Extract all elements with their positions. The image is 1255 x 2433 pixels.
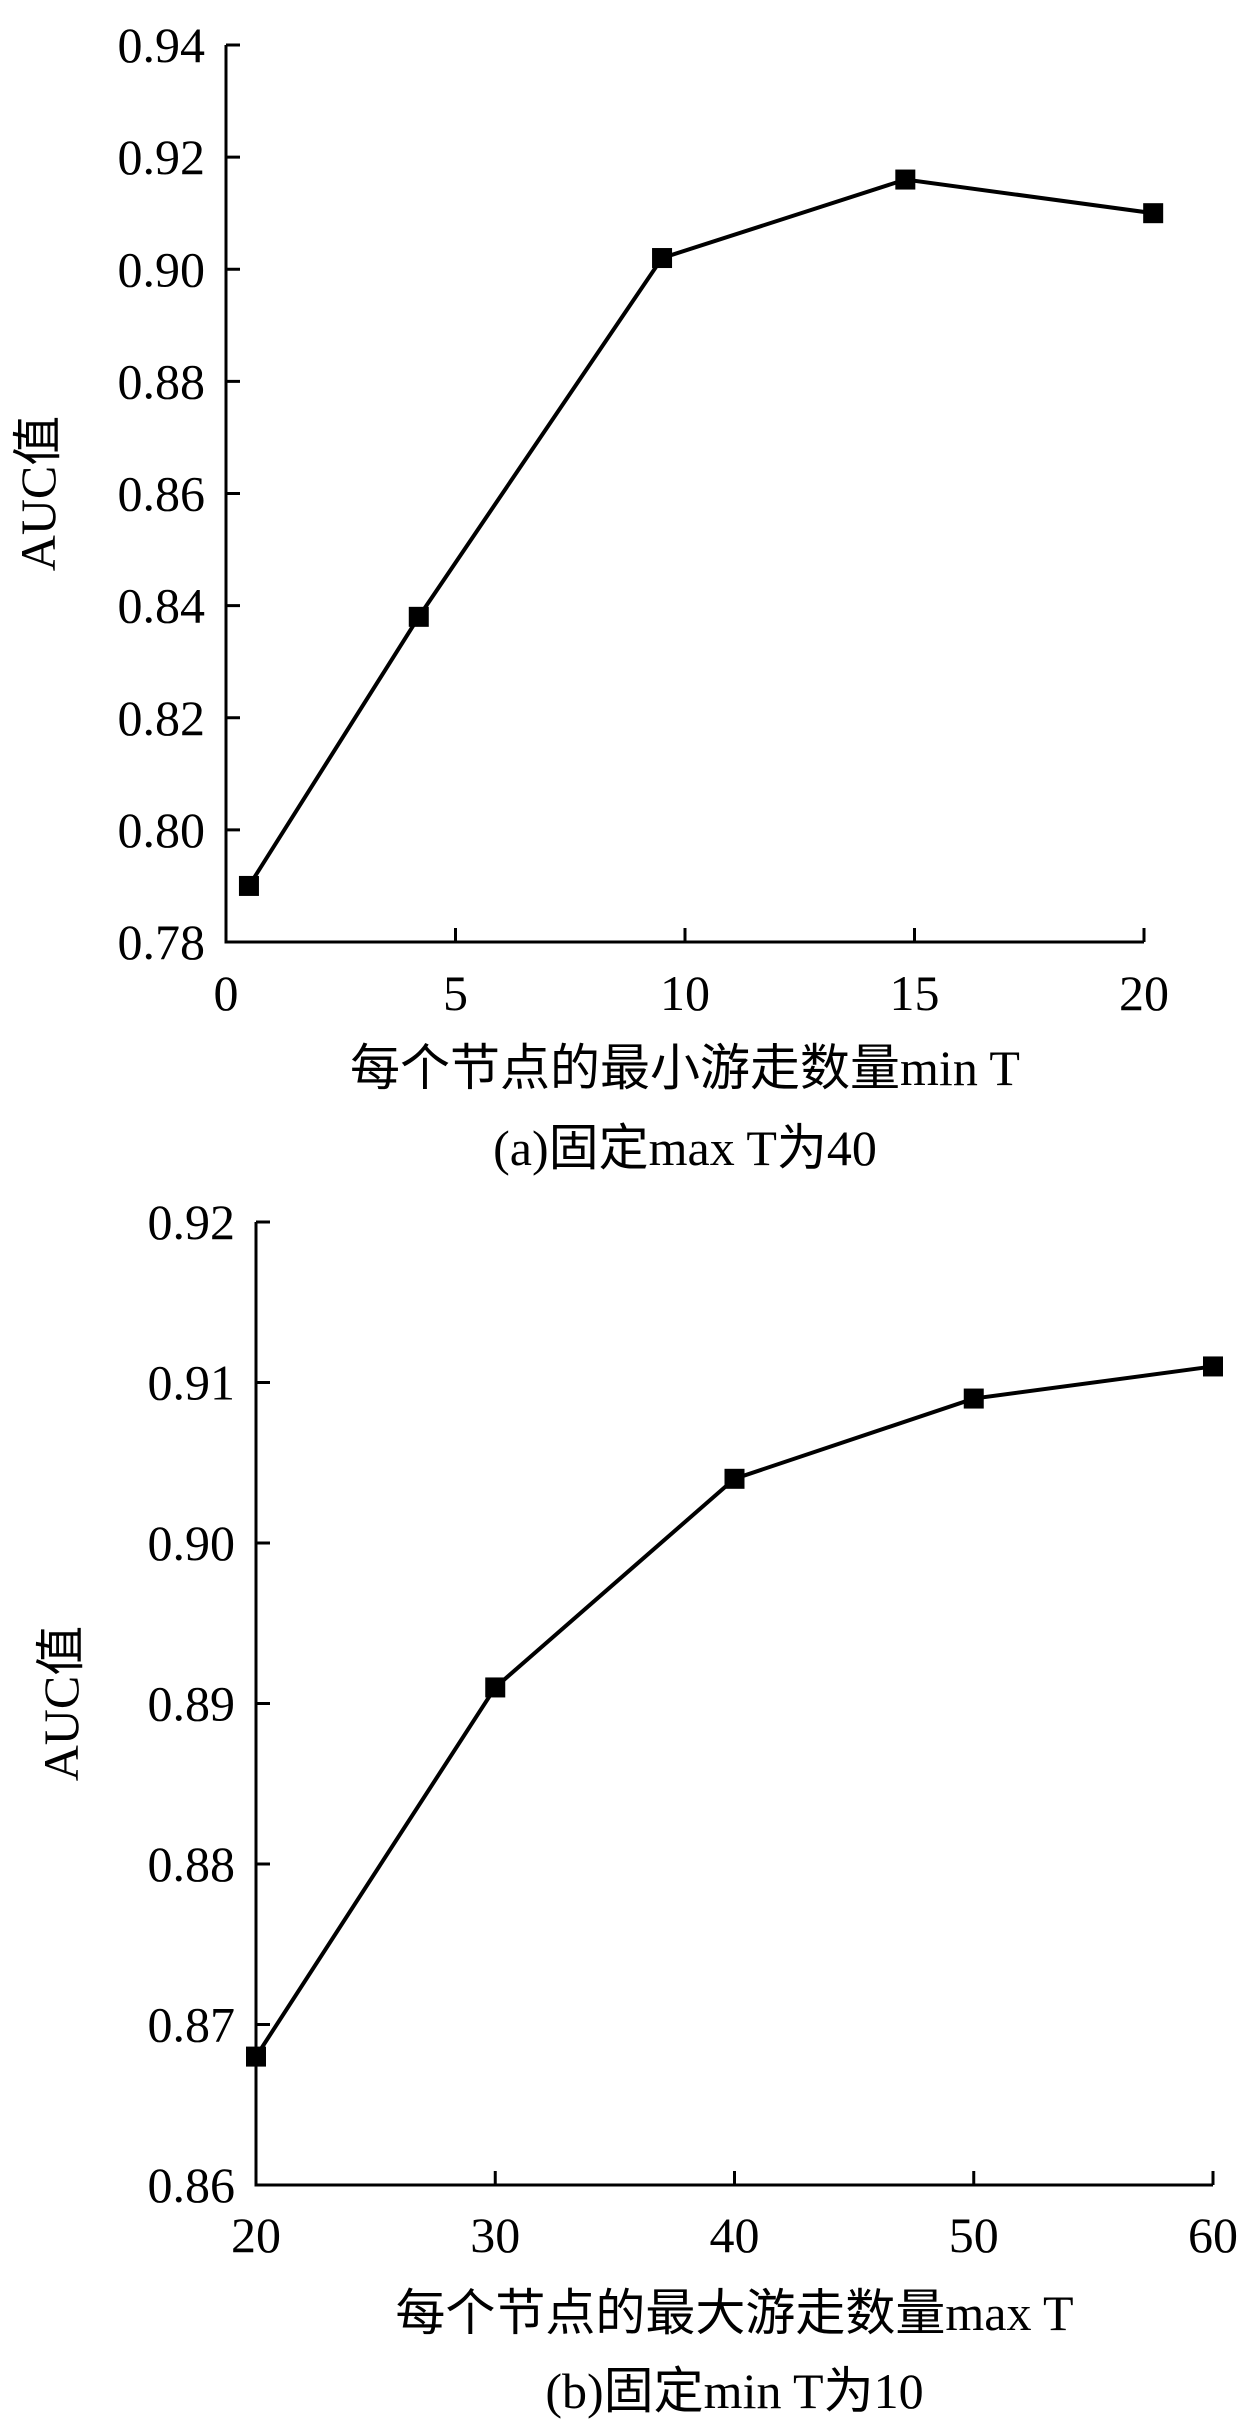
- x-tick-label-b: 50: [949, 2207, 999, 2263]
- x-tick-label-a: 10: [660, 965, 710, 1021]
- y-tick-label-b: 0.89: [148, 1676, 236, 1732]
- data-point-a: [408, 606, 429, 627]
- chart-panel-b: 0.86 0.87 0.88 0.89 0.90 0.91 0.92 20 30 40 50 60 AU…: [33, 1194, 1238, 2419]
- data-point-a: [1143, 203, 1164, 224]
- y-tick-label-a: 0.86: [118, 466, 206, 522]
- y-tick-label-a: 0.90: [118, 241, 206, 297]
- y-tick-label-a: 0.80: [118, 802, 206, 858]
- x-tick-label-a: 20: [1119, 965, 1169, 1021]
- data-point-b: [246, 2046, 266, 2067]
- y-tick-label-b: 0.91: [148, 1355, 236, 1411]
- y-tick-label-a: 0.94: [118, 17, 206, 73]
- axes-a: [224, 45, 1144, 944]
- y-tick-label-b: 0.90: [148, 1515, 236, 1571]
- y-tick-label-a: 0.88: [118, 353, 206, 409]
- data-point-b: [485, 1677, 506, 1698]
- data-point-b: [724, 1468, 745, 1489]
- data-point-b: [963, 1388, 984, 1409]
- y-tick-label-a: 0.82: [118, 690, 206, 746]
- panel-caption-a: (a)固定max T为40: [493, 1120, 877, 1176]
- x-tick-label-a: 15: [890, 965, 940, 1021]
- data-point-b: [1203, 1356, 1223, 1377]
- y-tick-label-a: 0.92: [118, 129, 206, 185]
- x-tick-label-a: 5: [443, 965, 468, 1021]
- series-line-a: [247, 177, 1154, 888]
- chart-panel-a: 0.78 0.80 0.82 0.84 0.86 0.88 0.90 0.92 0.94 0 5 10…: [10, 17, 1169, 1176]
- y-axis-title-b: AUC值: [33, 1626, 89, 1782]
- x-axis-title-b: 每个节点的最大游走数量max T: [395, 2285, 1073, 2341]
- y-tick-label-b: 0.86: [148, 2157, 236, 2213]
- axes-b: [254, 1222, 1213, 2187]
- data-point-a: [652, 248, 673, 269]
- x-tick-label-a: 0: [214, 965, 239, 1021]
- x-tick-label-b: 60: [1188, 2207, 1238, 2263]
- x-tick-label-b: 20: [231, 2207, 281, 2263]
- y-tick-label-a: 0.78: [118, 914, 206, 970]
- x-tick-label-b: 30: [470, 2207, 520, 2263]
- y-tick-label-b: 0.88: [148, 1836, 236, 1892]
- y-axis-title-a: AUC值: [10, 416, 66, 572]
- panel-caption-b: (b)固定min T为10: [545, 2363, 923, 2419]
- y-tick-label-b: 0.92: [148, 1194, 236, 1250]
- x-tick-label-b: 40: [710, 2207, 760, 2263]
- data-point-a: [895, 169, 916, 190]
- x-axis-title-a: 每个节点的最小游走数量min T: [350, 1040, 1020, 1096]
- y-tick-label-b: 0.87: [148, 1997, 236, 2053]
- y-tick-label-a: 0.84: [118, 578, 206, 634]
- data-point-a: [238, 875, 259, 896]
